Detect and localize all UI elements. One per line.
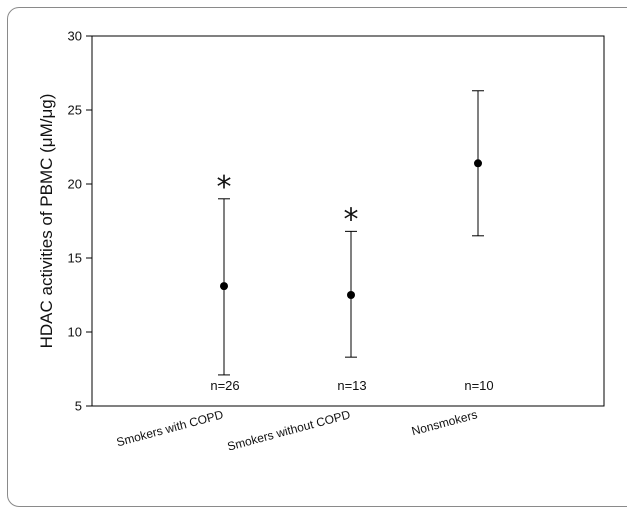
group-1: n=13 * (337, 202, 366, 393)
y-tick-label-30: 30 (68, 29, 82, 44)
y-tick-label-20: 20 (68, 177, 82, 192)
mean-point-1 (347, 291, 355, 299)
y-axis-label: HDAC activities of PBMC (μM/μg) (37, 94, 56, 349)
figure-frame (7, 7, 627, 507)
group-2: n=10 (464, 90, 494, 393)
x-tick-label-2: Nonsmokers (410, 407, 479, 438)
x-axis-labels: Smokers with COPD Smokers without COPD Non… (115, 407, 479, 453)
significance-star-1: * (344, 202, 359, 237)
n-label-0: n=26 (210, 378, 239, 393)
n-label-2: n=10 (464, 378, 493, 393)
y-tick-label-25: 25 (68, 103, 82, 118)
hdac-chart: HDAC activities of PBMC (μM/μg) 5 10 15 20 2… (37, 29, 605, 454)
plot-area (91, 35, 605, 407)
n-label-1: n=13 (337, 378, 366, 393)
x-tick-label-0: Smokers with COPD (115, 407, 225, 449)
y-tick-label-15: 15 (68, 251, 82, 266)
x-tick-label-1: Smokers without COPD (226, 407, 352, 453)
group-0: n=26 * (210, 170, 239, 393)
chart-marks: n=26 * n=13 * n=10 (210, 90, 494, 393)
mean-point-0 (220, 282, 228, 291)
significance-star-0: * (217, 170, 232, 205)
y-tick-label-5: 5 (75, 399, 82, 414)
mean-point-2 (474, 159, 482, 168)
y-tick-label-10: 10 (68, 325, 82, 340)
y-ticks: 5 10 15 20 25 30 (68, 29, 92, 414)
